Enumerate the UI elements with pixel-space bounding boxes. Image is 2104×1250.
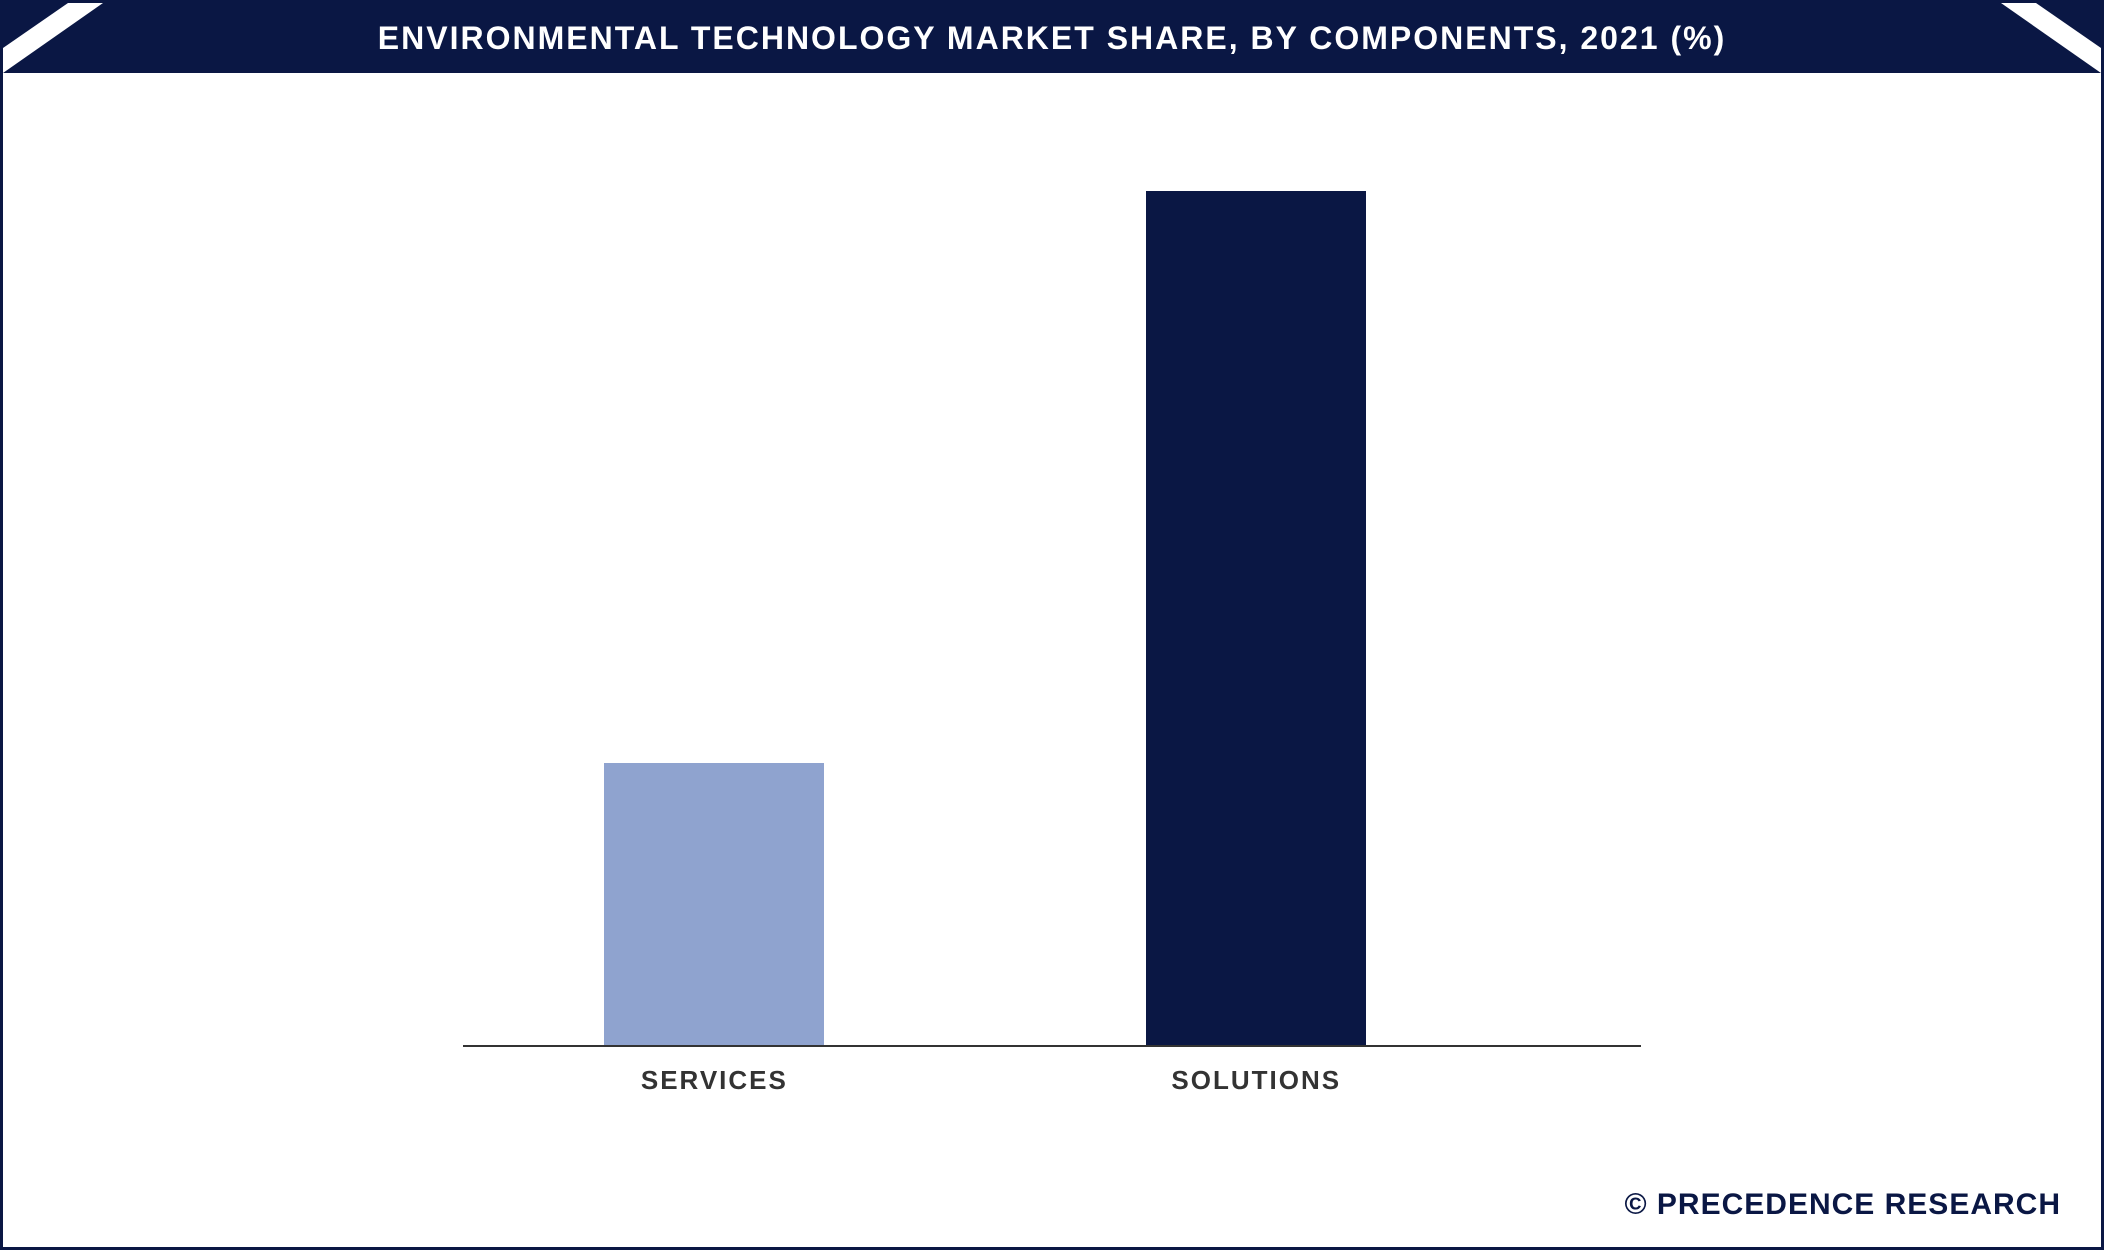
chart-container: ENVIRONMENTAL TECHNOLOGY MARKET SHARE, B… [0,0,2104,1250]
chart-title: ENVIRONMENTAL TECHNOLOGY MARKET SHARE, B… [378,20,1726,57]
bar-solutions: SOLUTIONS [1146,191,1366,1045]
bar-services: SERVICES [604,763,824,1045]
header-decoration-left-inner [3,3,68,48]
header-decoration-right-inner [2036,3,2101,48]
category-label-solutions: SOLUTIONS [1171,1065,1341,1096]
header-bar: ENVIRONMENTAL TECHNOLOGY MARKET SHARE, B… [3,3,2101,73]
plot-area: SERVICES SOLUTIONS [463,193,1641,1047]
x-axis [463,1045,1641,1047]
chart-area: SERVICES SOLUTIONS © PRECEDENCE RESEARCH [3,73,2101,1247]
footer-credit: © PRECEDENCE RESEARCH [1624,1188,2061,1222]
category-label-services: SERVICES [641,1065,788,1096]
